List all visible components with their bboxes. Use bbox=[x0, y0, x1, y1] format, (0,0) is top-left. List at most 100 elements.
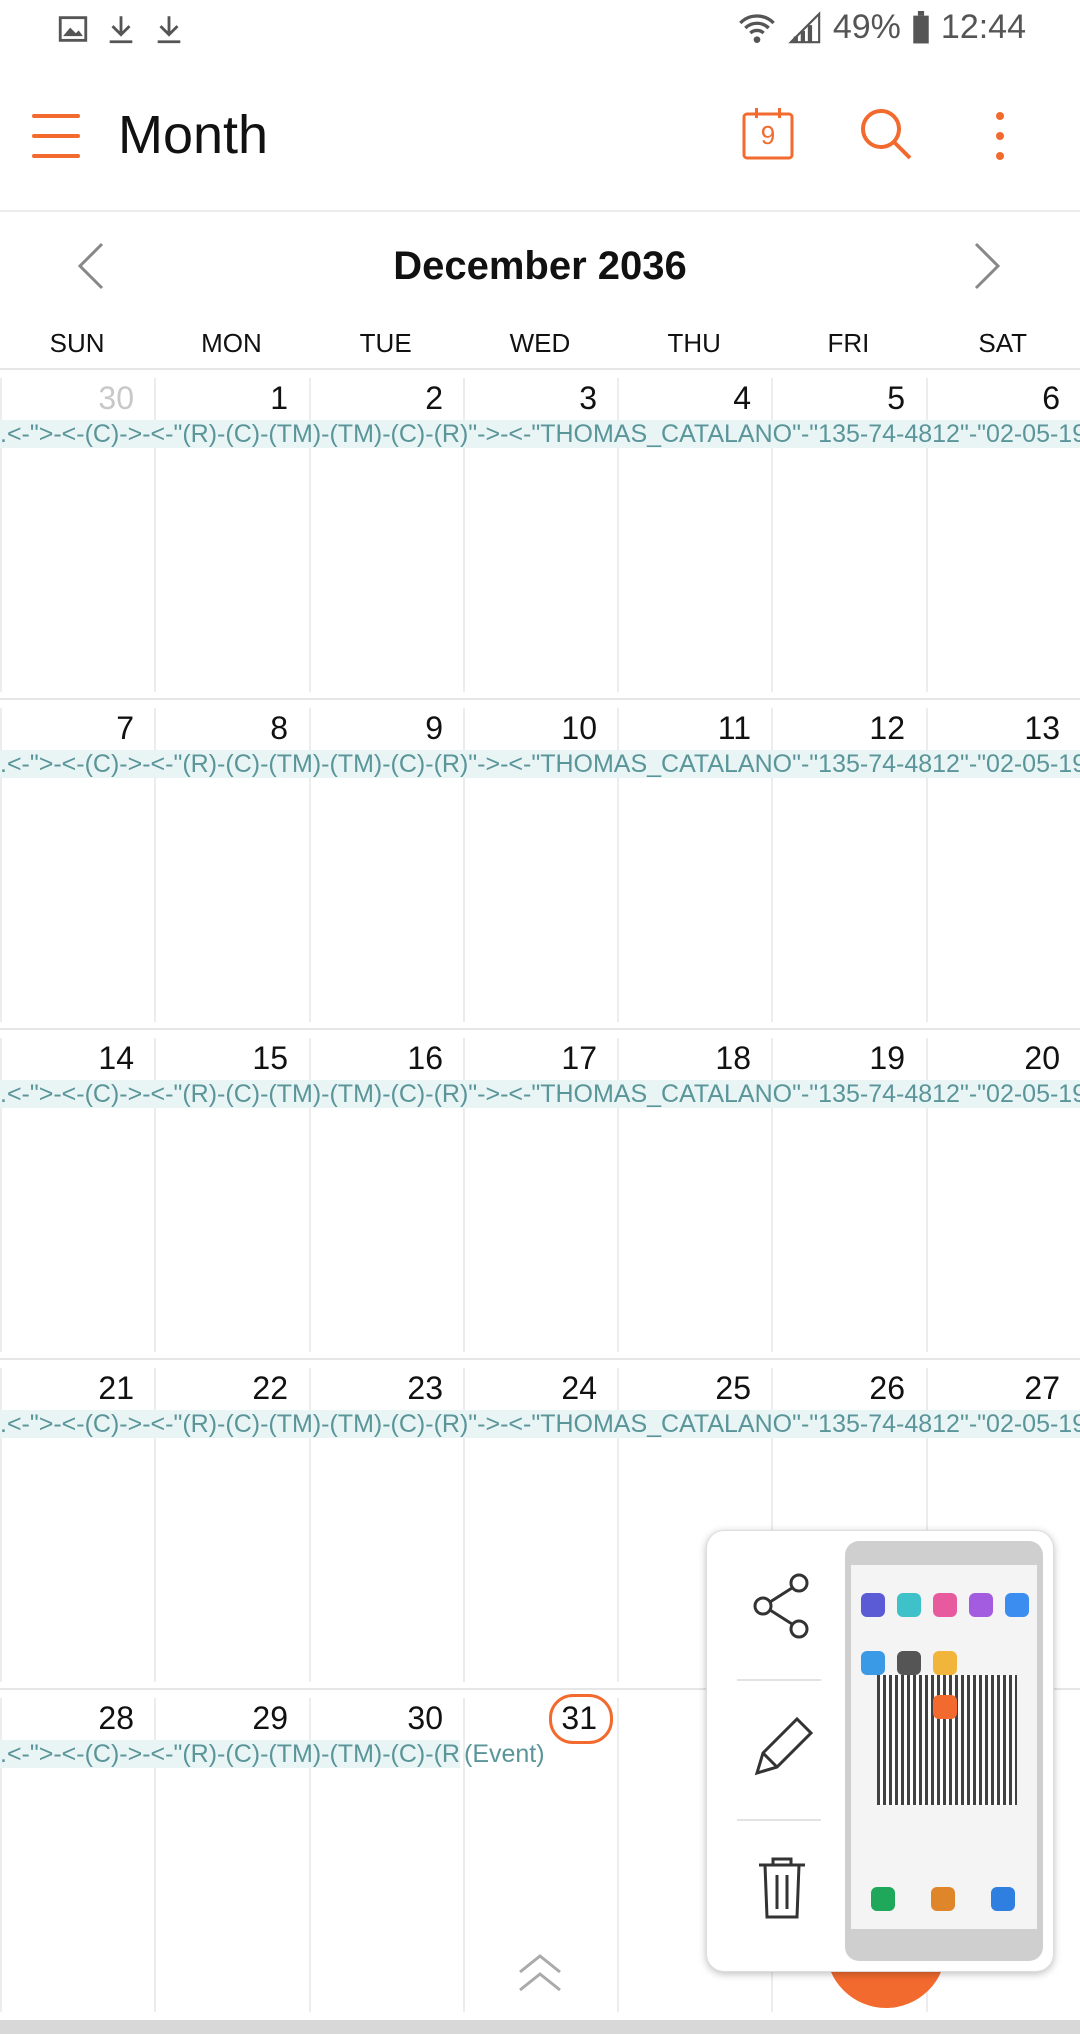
weekday-label: MON bbox=[201, 328, 262, 358]
day-cell[interactable]: 14 bbox=[98, 1040, 134, 1076]
day-cell[interactable]: 25 bbox=[715, 1370, 751, 1406]
edit-icon bbox=[754, 1716, 814, 1776]
chevron-right-icon bbox=[974, 242, 1001, 290]
grid-line bbox=[154, 1698, 156, 2012]
settings-app-icon bbox=[861, 1593, 885, 1617]
event-bar[interactable]: .<-">-<-(C)->-<-"(R)-(C)-(TM)-(TM)-(C)-(… bbox=[0, 1080, 1080, 1108]
day-cell[interactable]: 23 bbox=[407, 1370, 443, 1406]
screenshot-thumbnail[interactable] bbox=[845, 1541, 1043, 1961]
event-label[interactable]: (Event) bbox=[464, 1740, 545, 1768]
grid-line bbox=[617, 1368, 619, 1682]
day-cell[interactable]: 19 bbox=[869, 1040, 905, 1076]
calendar-today-icon bbox=[742, 108, 794, 160]
grid-line bbox=[154, 1368, 156, 1682]
day-cell[interactable]: 16 bbox=[407, 1040, 443, 1076]
grid-line bbox=[309, 708, 311, 1022]
day-cell[interactable]: 4 bbox=[733, 380, 751, 416]
grid-line bbox=[0, 1368, 2, 1682]
search-icon bbox=[861, 109, 912, 160]
day-cell[interactable]: 21 bbox=[98, 1370, 134, 1406]
month-label: December 2036 bbox=[393, 244, 687, 288]
grid-line bbox=[771, 708, 773, 1022]
delete-icon bbox=[759, 1857, 805, 1919]
edit-button[interactable] bbox=[737, 1701, 827, 1791]
day-cell[interactable]: 8 bbox=[270, 710, 288, 746]
previous-month-button[interactable] bbox=[72, 238, 112, 294]
day-cell[interactable]: 27 bbox=[1024, 1370, 1060, 1406]
grid-line bbox=[771, 378, 773, 692]
day-cell[interactable]: 22 bbox=[252, 1370, 288, 1406]
day-cell[interactable]: 30 bbox=[98, 380, 134, 416]
day-cell[interactable]: 29 bbox=[252, 1700, 288, 1736]
today-indicator bbox=[549, 1694, 613, 1744]
files-app-icon bbox=[933, 1651, 957, 1675]
today-button[interactable]: 9 bbox=[740, 106, 796, 162]
weekday-label: SAT bbox=[978, 328, 1028, 358]
day-cell[interactable]: 6 bbox=[1042, 380, 1060, 416]
share-button[interactable] bbox=[737, 1561, 827, 1651]
today-day-number: 9 bbox=[760, 120, 776, 150]
phone-app-icon bbox=[871, 1887, 895, 1911]
day-cell[interactable]: 9 bbox=[425, 710, 443, 746]
search-button[interactable] bbox=[856, 104, 916, 164]
day-cell[interactable]: 2 bbox=[425, 380, 443, 416]
day-cell[interactable]: 3 bbox=[579, 380, 597, 416]
wifi-icon bbox=[738, 13, 775, 43]
grid-line bbox=[309, 378, 311, 692]
delete-button[interactable] bbox=[737, 1841, 827, 1931]
battery-percent: 49% bbox=[832, 8, 901, 46]
signal-icon bbox=[788, 10, 821, 43]
double-chevron-up-icon bbox=[519, 1954, 561, 1992]
day-cell[interactable]: 20 bbox=[1024, 1040, 1060, 1076]
grid-line bbox=[0, 378, 2, 692]
page-title: Month bbox=[118, 105, 269, 165]
weekday-label: THU bbox=[667, 328, 721, 358]
event-bar[interactable]: .<-">-<-(C)->-<-"(R)-(C)-(TM)-(TM)-(C)-(… bbox=[0, 1740, 460, 1768]
day-cell[interactable]: 18 bbox=[715, 1040, 751, 1076]
day-cell[interactable]: 17 bbox=[561, 1040, 597, 1076]
event-bar[interactable]: .<-">-<-(C)->-<-"(R)-(C)-(TM)-(TM)-(C)-(… bbox=[0, 750, 1080, 778]
expand-up-button[interactable] bbox=[514, 1950, 566, 1994]
gallery-icon bbox=[58, 16, 88, 42]
next-month-button[interactable] bbox=[966, 238, 1006, 294]
bottom-handle bbox=[0, 2020, 1080, 2034]
download-icon bbox=[157, 16, 181, 44]
grid-line bbox=[463, 1698, 465, 2012]
weekday-label: FRI bbox=[827, 328, 870, 358]
status-left-icons bbox=[56, 12, 186, 46]
day-cell[interactable]: 1 bbox=[270, 380, 288, 416]
grid-line bbox=[617, 378, 619, 692]
calendar-week: .<-">-<-(C)->-<-"(R)-(C)-(TM)-(TM)-(C)-(… bbox=[0, 1028, 1080, 1360]
clock-app-icon bbox=[897, 1593, 921, 1617]
calendar-week: .<-">-<-(C)->-<-"(R)-(C)-(TM)-(TM)-(C)-(… bbox=[0, 1688, 1080, 2020]
grid-line bbox=[617, 1698, 619, 2012]
grid-line bbox=[617, 1038, 619, 1352]
grid-line bbox=[154, 378, 156, 692]
day-cell[interactable]: 11 bbox=[717, 710, 751, 746]
day-cell[interactable]: 13 bbox=[1024, 710, 1060, 746]
weekday-label: SUN bbox=[49, 328, 105, 358]
grid-line bbox=[617, 708, 619, 1022]
day-cell[interactable]: 10 bbox=[561, 710, 597, 746]
day-cell[interactable]: 30 bbox=[407, 1700, 443, 1736]
grid-line bbox=[926, 708, 928, 1022]
day-cell[interactable]: 15 bbox=[252, 1040, 288, 1076]
day-cell[interactable]: 12 bbox=[869, 710, 905, 746]
grid-line bbox=[309, 1698, 311, 2012]
day-cell[interactable]: 28 bbox=[98, 1700, 134, 1736]
event-bar[interactable]: .<-">-<-(C)->-<-"(R)-(C)-(TM)-(TM)-(C)-(… bbox=[0, 1410, 1080, 1438]
event-bar[interactable]: .<-">-<-(C)->-<-"(R)-(C)-(TM)-(TM)-(C)-(… bbox=[0, 420, 1080, 448]
thumbnail-screen bbox=[851, 1565, 1037, 1929]
menu-button[interactable] bbox=[30, 112, 86, 160]
day-cell[interactable]: 26 bbox=[869, 1370, 905, 1406]
grid-line bbox=[0, 1038, 2, 1352]
calendar-app-icon bbox=[933, 1695, 957, 1719]
weekday-header: SUN MON TUE WED THU FRI SAT bbox=[0, 328, 1080, 366]
day-cell[interactable]: 24 bbox=[561, 1370, 597, 1406]
grid-line bbox=[771, 1368, 773, 1682]
chevron-left-icon bbox=[77, 242, 104, 290]
day-cell[interactable]: 7 bbox=[116, 710, 134, 746]
app-icon bbox=[897, 1651, 921, 1675]
more-options-button[interactable] bbox=[988, 108, 1012, 164]
day-cell[interactable]: 5 bbox=[887, 380, 905, 416]
